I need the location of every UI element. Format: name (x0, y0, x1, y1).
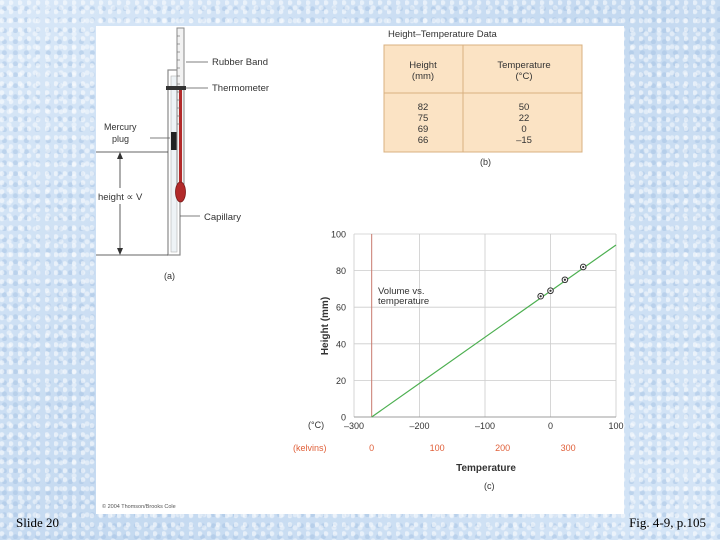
thermometer-liquid (179, 86, 182, 186)
chart-x-axis-label: Temperature (456, 463, 516, 474)
chart-y-tick-label: 20 (336, 376, 346, 386)
thermometer-label: Thermometer (212, 83, 269, 94)
thermometer-scale (177, 35, 180, 125)
chart-tick-labels: 0 20 40 60 80 100 –300 –200 –100 0 100 0 100 200 300 (331, 230, 624, 454)
rubber-band-label: Rubber Band (212, 57, 268, 68)
chart-y-axis-label: Height (mm) (320, 297, 331, 355)
chart-y-tick-label: 60 (336, 303, 346, 313)
mercury-plug-label-line1: Mercury (104, 122, 137, 132)
table-col-height-unit: (mm) (412, 71, 434, 82)
chart-y-tick-label: 80 (336, 266, 346, 276)
chart-annotation-line1: Volume vs. (378, 286, 424, 297)
chart-axes (354, 234, 616, 418)
apparatus-panel: Rubber Band Thermometer Mercury plug hei… (96, 27, 269, 281)
table-body: 82 50 75 22 69 0 66 –15 (418, 102, 532, 146)
table-cell-temp: 0 (521, 124, 526, 135)
capillary-label: Capillary (204, 212, 241, 223)
chart-fit-line (371, 244, 617, 418)
panel-c-label: (c) (484, 481, 495, 491)
table-cell-temp: –15 (516, 135, 532, 146)
table-title: Height–Temperature Data (388, 29, 497, 40)
chart-kelvin-tick-label: 300 (561, 443, 576, 453)
table-cell-height: 69 (418, 124, 429, 135)
chart-y-tick-label: 0 (341, 413, 346, 423)
chart-kelvin-tick-label: 200 (495, 443, 510, 453)
table-col-temp-header: Temperature (497, 60, 550, 71)
chart-x-tick-label: 0 (548, 421, 553, 431)
chart-data-point (563, 278, 567, 281)
chart-data-point (582, 265, 585, 269)
chart-x-tick-label: –300 (344, 421, 364, 431)
chart-y-tick-label: 100 (331, 230, 346, 240)
height-proportional-label: height ∝ V (98, 192, 143, 203)
chart-grid (353, 233, 617, 418)
table-cell-height: 75 (418, 113, 429, 124)
table-cell-temp: 50 (519, 102, 530, 113)
thermometer-bulb (175, 181, 186, 203)
mercury-plug-label-line2: plug (112, 134, 129, 144)
chart-kelvin-tick-label: 100 (430, 443, 445, 453)
data-table-panel: Height–Temperature Data Height (mm) Temp… (383, 29, 583, 167)
chart-x-tick-label: –100 (475, 421, 495, 431)
figure-canvas: Rubber Band Thermometer Mercury plug hei… (96, 27, 624, 510)
table-cell-temp: 22 (519, 113, 530, 124)
chart-kelvin-tick-label: 0 (369, 443, 374, 453)
chart-x-tick-label: 100 (608, 421, 623, 431)
figure-caption: Fig. 4-9, p.105 (629, 515, 706, 530)
chart-data-point (539, 295, 542, 298)
panel-a-label: (a) (164, 271, 175, 281)
slide-number: Slide 20 (16, 515, 59, 530)
capillary-bore (170, 75, 178, 253)
chart-fit-line-group (371, 244, 617, 418)
table-cell-height: 66 (418, 135, 429, 146)
chart-annotation-line2: temperature (378, 296, 429, 307)
table-cell-height: 82 (418, 102, 429, 113)
chart-data-point (549, 289, 552, 292)
chart-x-tick-label: –200 (409, 421, 429, 431)
height-temperature-chart: 0 20 40 60 80 100 –300 –200 –100 0 100 0 100 200 300 V… (293, 230, 624, 492)
copyright-text: © 2004 Thomson/Brooks Cole (102, 503, 176, 510)
chart-y-tick-label: 40 (336, 339, 346, 349)
table-col-temp-unit: (°C) (516, 71, 533, 82)
table-col-height-header: Height (409, 60, 437, 71)
chart-kelvin-unit-label: (kelvins) (293, 443, 327, 453)
panel-b-label: (b) (480, 157, 491, 167)
mercury-plug (171, 132, 177, 150)
rubber-band (166, 86, 186, 90)
textbook-figure: Rubber Band Thermometer Mercury plug hei… (96, 26, 624, 514)
chart-points (537, 263, 587, 300)
chart-celsius-unit-label: (°C) (308, 420, 324, 430)
table-background (383, 44, 583, 153)
